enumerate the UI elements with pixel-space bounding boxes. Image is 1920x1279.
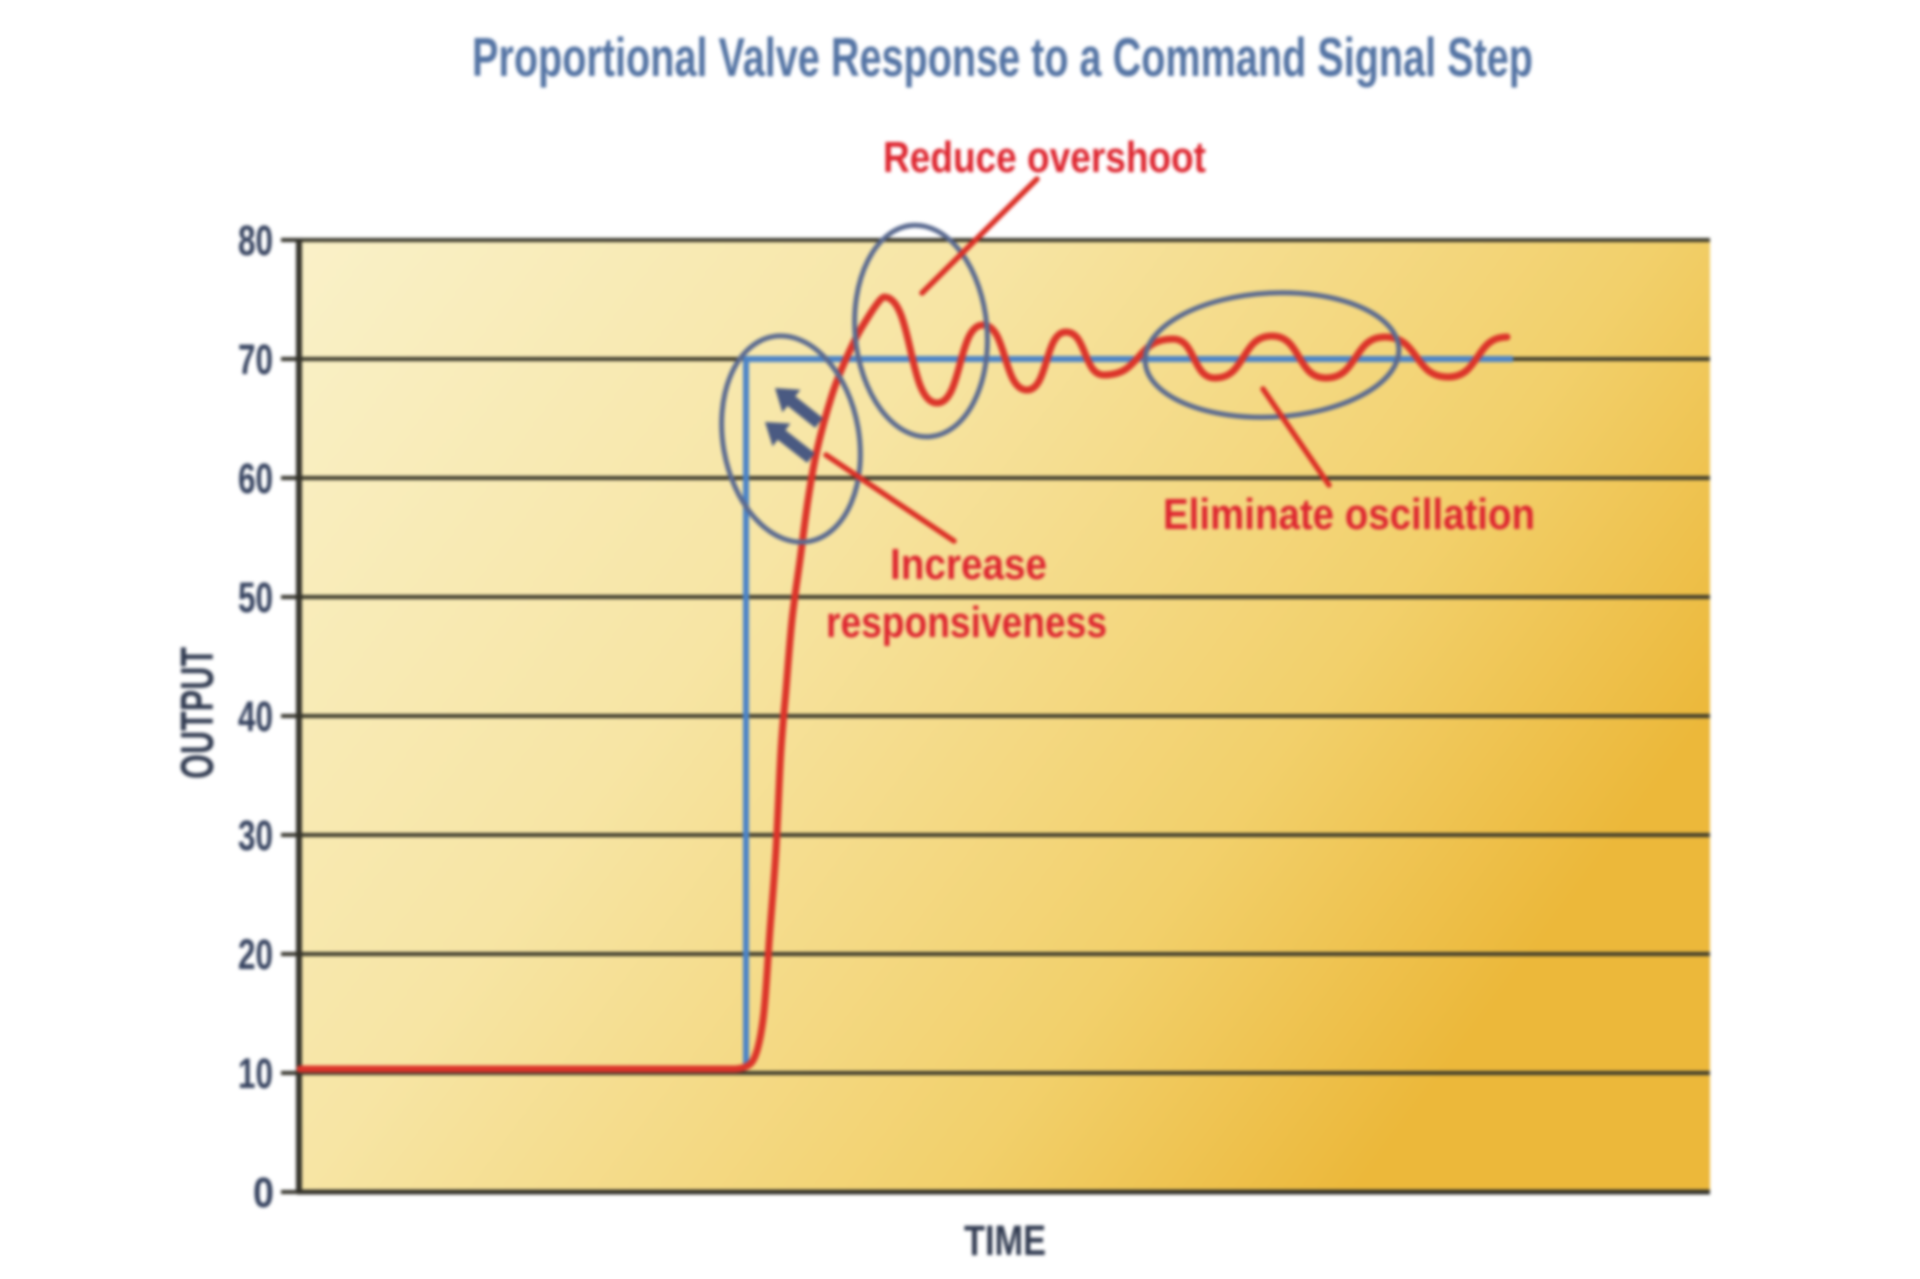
svg-text:30: 30 <box>238 812 273 860</box>
svg-text:Increase: Increase <box>890 540 1047 589</box>
svg-text:50: 50 <box>238 574 273 622</box>
svg-text:70: 70 <box>238 336 273 384</box>
svg-text:80: 80 <box>238 217 273 265</box>
svg-text:20: 20 <box>238 931 273 979</box>
svg-text:40: 40 <box>238 693 273 741</box>
svg-text:Reduce overshoot: Reduce overshoot <box>883 133 1206 182</box>
svg-text:Eliminate oscillation: Eliminate oscillation <box>1163 490 1535 539</box>
svg-text:0: 0 <box>253 1169 274 1217</box>
svg-text:60: 60 <box>238 455 273 503</box>
svg-text:responsiveness: responsiveness <box>826 598 1107 647</box>
svg-text:10: 10 <box>238 1050 273 1098</box>
svg-text:Proportional Valve Response to: Proportional Valve Response to a Command… <box>472 26 1533 88</box>
svg-text:TIME: TIME <box>964 1217 1046 1265</box>
svg-text:OUTPUT: OUTPUT <box>171 647 223 779</box>
